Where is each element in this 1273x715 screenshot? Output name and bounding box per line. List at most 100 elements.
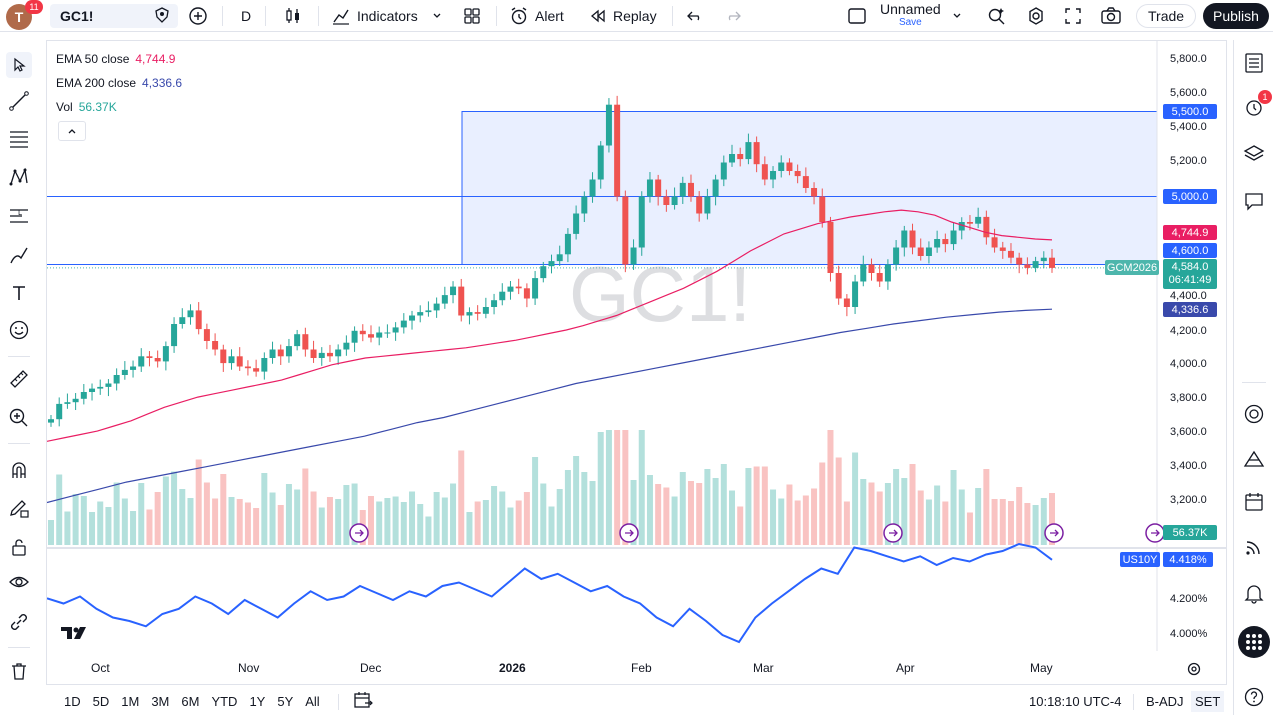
trend-line-tool[interactable] [6,88,32,114]
layout-name-button[interactable]: Unnamed Save [880,0,941,32]
link-tool[interactable] [6,609,32,635]
apps-button[interactable] [1238,626,1270,658]
price-tick: 5,800.0 [1170,53,1207,65]
magnet-tool[interactable] [6,457,32,483]
candle-body [630,247,637,265]
forecast-tool[interactable]: L [6,203,32,229]
fib-tool[interactable] [6,126,32,152]
alert-button[interactable]: Alert [509,0,564,32]
remove-drawings-tool[interactable] [6,658,32,684]
object-tree-button[interactable] [1241,141,1267,167]
candle-body [474,312,481,314]
quick-search-button[interactable] [987,0,1007,32]
publish-button[interactable]: Publish [1203,3,1269,29]
volume-bar [499,491,506,545]
settings-button[interactable] [1026,0,1046,32]
candle-body [1049,257,1055,268]
ideas-button[interactable] [1241,401,1267,427]
legend-ema50[interactable]: EMA 50 close 4,744.9 [56,47,182,71]
session-toggle[interactable]: SET [1191,691,1225,712]
add-symbol-button[interactable] [188,0,208,32]
candle-body [253,368,260,372]
volume-bar [187,498,194,545]
brush-tool[interactable] [6,242,32,268]
timeframe-6m[interactable]: 6M [181,694,200,709]
trade-button[interactable]: Trade [1136,4,1197,28]
candle-body [1016,257,1023,265]
date-range-button[interactable] [353,691,373,712]
list-icon [1245,53,1263,73]
undo-button[interactable] [686,0,704,32]
ema200-line [47,308,1053,504]
text-tool[interactable] [6,280,32,306]
price-tag-4600[interactable]: 4,600.0 [1163,243,1217,258]
timeframe-5y[interactable]: 5Y [277,694,294,709]
chart-pane[interactable]: GC1! [46,40,1227,685]
candle-body [212,341,219,350]
chart-type-button[interactable] [284,0,302,32]
candle-body [310,349,317,358]
redo-button[interactable] [724,0,742,32]
time-axis-settings-button[interactable] [1186,661,1202,682]
calendar-button[interactable] [1241,489,1267,515]
collapse-legend-button[interactable] [58,121,86,141]
candle-body [113,375,120,384]
candle-body [679,182,686,197]
symbol-name: GC1! [60,8,94,24]
us10y-value-tag: 4.418% [1163,552,1213,567]
adjustment-toggle[interactable]: B-ADJ [1146,694,1184,709]
tradingview-logo[interactable] [60,625,92,646]
timeframe-3m[interactable]: 3M [151,694,170,709]
drawing-toolbar: L [0,40,38,715]
volume-bar [507,507,514,545]
timeframe-1m[interactable]: 1M [121,694,140,709]
emoji-tool[interactable] [6,317,32,343]
chat-button[interactable] [1241,188,1267,214]
zoom-tool[interactable] [6,405,32,431]
visibility-tool[interactable] [6,569,32,595]
news-button[interactable] [1241,534,1267,560]
candle-body [220,349,227,364]
candle-body [203,329,210,341]
templates-button[interactable] [463,0,481,32]
volume-bar [392,496,399,545]
cursor-tool[interactable] [6,52,32,78]
indicators-button[interactable]: Indicators [331,0,442,32]
pattern-tool[interactable] [6,164,32,190]
layout-toggle[interactable] [847,0,867,32]
plus-circle-icon [189,7,207,25]
timeframe-ytd[interactable]: YTD [211,694,238,709]
help-button[interactable] [1241,684,1267,710]
undo-icon [687,11,700,21]
candle-body [999,247,1006,251]
lock-tool[interactable] [6,534,32,560]
layers-icon [1243,145,1265,161]
legend-ema200[interactable]: EMA 200 close 4,336.6 [56,71,182,95]
drawing-mode-tool[interactable] [6,495,32,521]
layout-menu-chevron[interactable] [952,0,962,32]
notifications-button[interactable] [1241,580,1267,606]
timeframe-1d[interactable]: 1D [64,694,81,709]
timeframe-1y[interactable]: 1Y [249,694,266,709]
alerts-button[interactable] [1241,94,1267,120]
screener-button[interactable] [1241,446,1267,472]
candle-body [556,254,563,262]
timeframe-all[interactable]: All [305,694,320,709]
replay-button[interactable]: Replay [589,0,657,32]
text-icon [13,286,25,300]
candle-body [318,352,325,358]
avatar-letter: T [14,9,24,25]
candle-body [1032,261,1039,268]
symbol-search[interactable]: GC1! [50,4,178,28]
price-tag-5500[interactable]: 5,500.0 [1163,104,1217,119]
timeframe-5d[interactable]: 5D [92,694,110,709]
clock[interactable]: 10:18:10 UTC-4 [1029,694,1122,709]
price-tag-5000[interactable]: 5,000.0 [1163,189,1217,204]
interval-button[interactable]: D [241,8,252,24]
legend-volume[interactable]: Vol 56.37K [56,95,182,119]
fullscreen-button[interactable] [1064,0,1082,32]
volume-bar [64,511,71,545]
snapshot-button[interactable] [1100,0,1122,32]
watchlist-button[interactable] [1241,50,1267,76]
measure-tool[interactable] [6,366,32,392]
